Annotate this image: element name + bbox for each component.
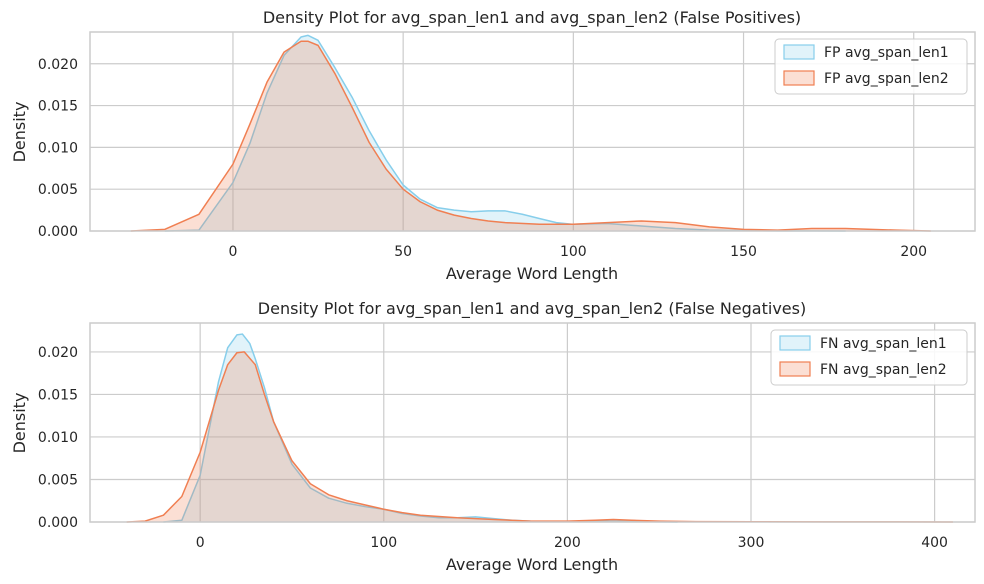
fp-x-tick-label: 150 <box>730 244 757 260</box>
fp-x-tick-label: 0 <box>229 244 238 260</box>
fn-legend-swatch-span2 <box>779 361 811 377</box>
fp-y-tick-label: 0.005 <box>38 182 78 198</box>
fn-x-tick-label: 400 <box>921 535 948 551</box>
fp-chart-title: Density Plot for avg_span_len1 and avg_s… <box>263 8 801 28</box>
fn-area-span1 <box>163 334 678 522</box>
fn-chart-title: Density Plot for avg_span_len1 and avg_s… <box>258 299 806 319</box>
fp-legend-swatch-span2 <box>783 70 815 86</box>
fn-density-areas <box>126 333 953 523</box>
fp-y-tick-label: 0.000 <box>38 224 78 240</box>
fp-x-axis-label: Average Word Length <box>446 264 618 283</box>
fp-legend-swatch-span1 <box>783 44 815 60</box>
fp-y-tick-label: 0.015 <box>38 99 78 115</box>
fn-legend-label-span2: FN avg_span_len2 <box>820 362 947 378</box>
fn-x-tick-label: 300 <box>738 535 765 551</box>
fn-legend-box <box>770 329 968 386</box>
fn-legend-swatch-span1 <box>779 335 811 351</box>
fn-x-tick-label: 0 <box>196 535 205 551</box>
fn-y-tick-label: 0.020 <box>38 345 78 361</box>
fp-area-span2 <box>130 41 931 232</box>
fp-y-ticks: 0.000 0.005 0.010 0.015 0.020 <box>38 57 78 240</box>
fn-y-tick-label: 0.000 <box>38 515 78 531</box>
fp-legend-box <box>774 38 968 95</box>
fp-x-tick-label: 200 <box>900 244 927 260</box>
fp-legend: FP avg_span_len1 FP avg_span_len2 <box>774 38 968 95</box>
fp-x-tick-label: 50 <box>394 244 412 260</box>
fn-area-span2 <box>126 351 953 522</box>
fp-line-span2 <box>130 40 931 232</box>
fn-line-span2 <box>126 351 953 523</box>
fp-density-areas <box>130 34 931 232</box>
fp-area-span1 <box>164 35 846 232</box>
fn-x-tick-label: 200 <box>554 535 581 551</box>
fn-y-axis-label: Density <box>10 393 29 454</box>
fn-legend-label-span1: FN avg_span_len1 <box>820 336 947 352</box>
fn-plot-frame <box>89 322 976 523</box>
fn-y-ticks: 0.000 0.005 0.010 0.015 0.020 <box>38 345 78 531</box>
fp-y-tick-label: 0.020 <box>38 57 78 73</box>
fp-y-tick-label: 0.010 <box>38 140 78 156</box>
fn-density-panel: Density Plot for avg_span_len1 and avg_s… <box>10 299 976 574</box>
fp-legend-label-span1: FP avg_span_len1 <box>824 45 949 61</box>
fp-density-panel: Density Plot for avg_span_len1 and avg_s… <box>10 8 976 283</box>
fn-y-tick-label: 0.010 <box>38 430 78 446</box>
fn-y-tick-label: 0.015 <box>38 387 78 403</box>
fn-y-tick-label: 0.005 <box>38 472 78 488</box>
fp-x-tick-label: 100 <box>560 244 587 260</box>
fn-x-tick-label: 100 <box>370 535 397 551</box>
fn-x-ticks: 0 100 200 300 400 <box>196 535 948 551</box>
fp-plot-frame <box>89 31 976 232</box>
fp-y-axis-label: Density <box>10 102 29 163</box>
fp-x-ticks: 0 50 100 150 200 <box>229 244 928 260</box>
fp-line-span1 <box>164 34 846 232</box>
fn-legend: FN avg_span_len1 FN avg_span_len2 <box>770 329 968 386</box>
fp-legend-label-span2: FP avg_span_len2 <box>824 71 949 87</box>
fn-x-axis-label: Average Word Length <box>446 555 618 574</box>
